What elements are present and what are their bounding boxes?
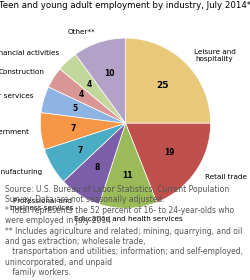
Text: Other services: Other services [0, 93, 33, 99]
Wedge shape [75, 38, 125, 123]
Text: 7: 7 [77, 146, 82, 155]
Text: 4: 4 [78, 90, 83, 99]
Text: Government: Government [0, 129, 30, 135]
Text: Construction: Construction [0, 69, 44, 75]
Text: Education and health services: Education and health services [74, 216, 182, 222]
Text: 4: 4 [86, 80, 92, 89]
Wedge shape [63, 123, 125, 204]
Wedge shape [41, 87, 125, 123]
Wedge shape [40, 113, 125, 150]
Text: Retail trade: Retail trade [204, 174, 246, 180]
Text: 7: 7 [70, 124, 75, 133]
Text: 10: 10 [104, 69, 114, 78]
Wedge shape [125, 123, 210, 202]
Text: 11: 11 [122, 171, 132, 180]
Text: 25: 25 [156, 81, 168, 90]
Text: Leisure and
hospitality: Leisure and hospitality [193, 49, 234, 62]
Wedge shape [44, 123, 125, 181]
Text: Financial activities: Financial activities [0, 50, 60, 56]
Text: 19: 19 [163, 148, 174, 157]
Title: Teen and young adult employment by industry, July 2014*: Teen and young adult employment by indus… [0, 1, 250, 10]
Wedge shape [99, 123, 156, 208]
Text: 5: 5 [72, 104, 77, 113]
Text: 8: 8 [94, 163, 100, 172]
Text: Other**: Other** [68, 29, 96, 35]
Wedge shape [60, 54, 125, 123]
Text: Professional and
business services: Professional and business services [10, 198, 74, 211]
Text: Manufacturing: Manufacturing [0, 169, 42, 175]
Wedge shape [125, 38, 210, 123]
Text: Source: U.S. Bureau of Labor Statistics, Current Population Survey. Data are not: Source: U.S. Bureau of Labor Statistics,… [5, 185, 242, 277]
Wedge shape [48, 69, 125, 123]
